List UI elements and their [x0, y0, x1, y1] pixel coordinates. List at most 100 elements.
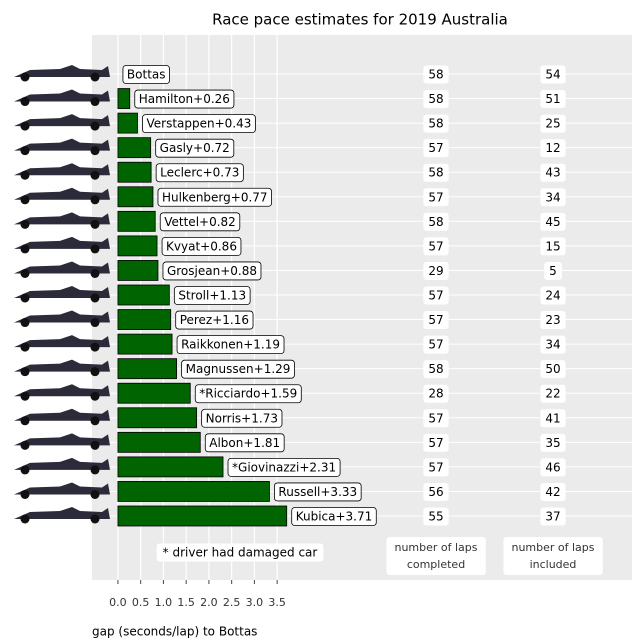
- laps-completed-box: [423, 311, 449, 330]
- value-label: Hamilton+0.26: [139, 92, 230, 106]
- bar: [117, 284, 170, 306]
- car-wheel: [90, 416, 100, 426]
- x-tick-label: 0.0: [109, 596, 127, 609]
- laps-completed: 58: [428, 215, 443, 229]
- car-wheel: [90, 440, 100, 450]
- value-label: Norris+1.73: [206, 411, 278, 425]
- car-wheel: [20, 342, 30, 352]
- bar: [117, 309, 172, 330]
- laps-completed: 57: [428, 436, 443, 450]
- value-label-box: [142, 114, 256, 134]
- laps-completed: 58: [428, 92, 443, 106]
- car-icon: [14, 286, 110, 298]
- car-wheel: [90, 146, 100, 156]
- bar: [117, 431, 201, 453]
- laps-included-box: [540, 360, 566, 379]
- laps-completed: 57: [428, 460, 443, 474]
- value-label-box: [159, 212, 241, 232]
- value-label-box: [274, 482, 362, 502]
- laps-completed-box: [423, 188, 449, 207]
- laps-completed-box: [423, 65, 449, 84]
- laps-completed-box: [423, 384, 449, 403]
- car-wheel: [20, 465, 30, 475]
- value-label: *Giovinazzi+2.31: [232, 460, 336, 474]
- laps-completed-box: [423, 433, 449, 452]
- value-label: Stroll+1.13: [178, 289, 246, 303]
- laps-included-box: [540, 139, 566, 158]
- laps-completed: 58: [428, 362, 443, 376]
- car-wheel: [20, 219, 30, 229]
- bar: [117, 382, 191, 404]
- value-label: Hulkenberg+0.77: [162, 190, 268, 204]
- value-label: *Ricciardo+1.59: [199, 387, 297, 401]
- value-label: Kvyat+0.86: [166, 239, 237, 253]
- value-label: Verstappen+0.43: [146, 117, 251, 131]
- annotation-box: [156, 543, 324, 562]
- car-wheel: [90, 367, 100, 377]
- laps-completed: 58: [428, 117, 443, 131]
- car-wheel: [20, 318, 30, 328]
- laps-completed: 29: [428, 264, 443, 278]
- x-tick-label: 2.5: [223, 596, 241, 609]
- laps-included: 41: [545, 411, 560, 425]
- car-wheel: [90, 121, 100, 131]
- car-wheel: [20, 72, 30, 82]
- x-tick-label: 3.0: [246, 596, 264, 609]
- laps-completed-box: [423, 458, 449, 477]
- laps-included: 34: [545, 338, 560, 352]
- x-axis-label: gap (seconds/lap) to Bottas: [92, 625, 257, 639]
- x-tick-label: 1.5: [177, 596, 195, 609]
- value-label-box: [227, 457, 341, 477]
- value-label: Albon+1.81: [209, 436, 280, 450]
- car-wheel: [90, 244, 100, 254]
- car-wheel: [90, 97, 100, 107]
- laps-included-box: [540, 286, 566, 305]
- laps-included: 46: [545, 460, 560, 474]
- car-icon: [14, 163, 110, 176]
- column-header: completed: [407, 558, 465, 571]
- value-label: Magnussen+1.29: [186, 362, 291, 376]
- car-wheel: [90, 170, 100, 180]
- bar: [117, 210, 156, 232]
- value-label-box: [155, 163, 244, 183]
- value-label-box: [157, 187, 272, 207]
- laps-included-box: [540, 163, 566, 182]
- laps-included-box: [540, 65, 566, 84]
- car-wheel: [20, 440, 30, 450]
- value-label: Gasly+0.72: [160, 141, 230, 155]
- laps-included: 5: [549, 264, 557, 278]
- laps-included-box: [540, 507, 566, 526]
- car-icon: [14, 457, 110, 470]
- column-header-box: [386, 537, 486, 575]
- laps-included: 24: [545, 289, 560, 303]
- car-wheel: [90, 318, 100, 328]
- laps-completed-box: [423, 163, 449, 182]
- laps-completed-box: [423, 507, 449, 526]
- laps-completed: 57: [428, 239, 443, 253]
- laps-completed-box: [423, 360, 449, 379]
- bar: [117, 137, 152, 159]
- car-wheel: [90, 391, 100, 401]
- laps-included: 51: [545, 92, 560, 106]
- laps-included: 54: [545, 68, 560, 82]
- value-label: Leclerc+0.73: [160, 166, 239, 180]
- car-wheel: [90, 514, 100, 524]
- bar: [117, 505, 288, 527]
- bar: [117, 112, 138, 134]
- value-label-box: [194, 384, 302, 404]
- laps-included-box: [540, 311, 566, 330]
- laps-included: 50: [545, 362, 560, 376]
- car-wheel: [20, 97, 30, 107]
- laps-completed: 55: [428, 510, 443, 524]
- laps-included: 34: [545, 190, 560, 204]
- car-wheel: [90, 195, 100, 205]
- laps-completed: 56: [428, 485, 443, 499]
- column-header-box: [503, 537, 603, 575]
- car-icon: [14, 384, 110, 397]
- car-icon: [14, 114, 110, 127]
- value-label-box: [122, 65, 170, 84]
- car-icon: [14, 261, 110, 274]
- car-wheel: [20, 391, 30, 401]
- car-wheel: [20, 195, 30, 205]
- value-label-box: [155, 138, 235, 158]
